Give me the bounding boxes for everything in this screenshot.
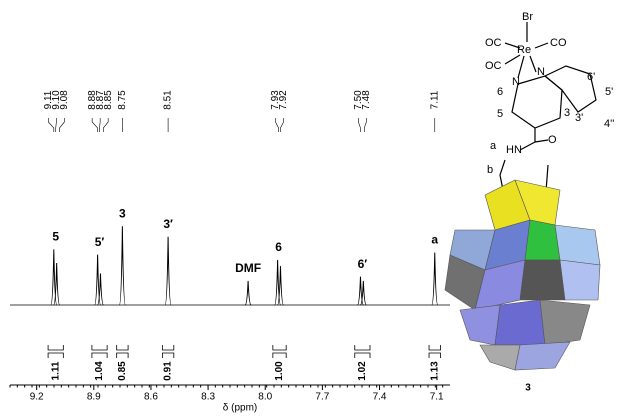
integral-label: 1.11 — [50, 361, 61, 380]
atom: Re — [517, 44, 531, 56]
atom: O — [548, 134, 557, 146]
shift-leader — [48, 118, 53, 132]
position: 6 — [497, 86, 503, 98]
page: δ (ppm) Br OC Re CO OC N N O HN 6' 5' 6 … — [0, 0, 620, 417]
atom: N — [537, 66, 545, 78]
shift-leader — [60, 118, 65, 132]
integral-bracket — [92, 345, 107, 358]
integral-label: 1.00 — [274, 361, 285, 381]
shift-label: 8.51 — [163, 90, 174, 110]
integral-label: 1.13 — [429, 361, 440, 381]
shift-leader — [280, 118, 283, 132]
peak — [119, 226, 125, 305]
shift-leader — [364, 118, 366, 132]
integral-bracket — [162, 345, 173, 358]
shift-leader — [103, 118, 108, 132]
integral-bracket — [273, 345, 286, 358]
x-tick-label: 9.2 — [30, 392, 44, 403]
peak-label: 3′ — [163, 217, 173, 231]
x-tick-label: 7.1 — [430, 392, 444, 403]
atom: Br — [522, 11, 533, 23]
position: a — [490, 140, 497, 152]
atom: OC — [485, 37, 502, 49]
x-tick-label: 8.0 — [258, 392, 272, 403]
peak-label: 5 — [52, 230, 59, 244]
position: b — [487, 164, 493, 176]
x-tick-label: 7.7 — [315, 392, 329, 403]
integral-bracket — [429, 345, 440, 358]
shift-label: 8.85 — [103, 90, 114, 110]
peak-label: 5′ — [95, 235, 105, 249]
peak — [245, 281, 251, 305]
compound-label: 3 — [525, 383, 531, 394]
atom: HN — [506, 144, 522, 156]
peak-label: 6 — [275, 240, 282, 254]
integral-label: 0.85 — [117, 361, 128, 381]
atom: OC — [485, 60, 502, 72]
position: 5' — [605, 86, 613, 98]
shift-leader — [92, 118, 97, 132]
position: 6' — [587, 71, 595, 83]
shift-label: 7.11 — [429, 90, 440, 109]
position: 3' — [575, 112, 583, 124]
shift-label: 9.08 — [59, 90, 70, 110]
integral-bracket — [48, 345, 63, 358]
shift-leader — [276, 118, 279, 132]
position: 3 — [564, 107, 570, 119]
peak — [95, 255, 101, 305]
atom: N — [512, 76, 520, 88]
shift-leader — [358, 118, 360, 132]
x-tick-label: 7.4 — [373, 392, 387, 403]
x-axis-label: δ (ppm) — [223, 403, 257, 414]
peak-label: a — [431, 233, 438, 247]
structure: Br OC Re CO OC N N O HN 6' 5' 6 3' 5 3 4… — [445, 11, 614, 394]
integral-label: 1.04 — [94, 361, 105, 381]
integral-bracket — [355, 345, 370, 358]
peak-label: 3 — [119, 206, 126, 220]
shift-leader — [100, 118, 101, 132]
peak — [165, 237, 171, 305]
integral-label: 1.02 — [357, 361, 368, 381]
integral-bracket — [117, 345, 128, 358]
x-tick-label: 8.9 — [87, 392, 101, 403]
peak-label: DMF — [235, 261, 261, 275]
position: 4'' — [604, 118, 614, 130]
shift-label: 8.75 — [117, 90, 128, 110]
shift-label: 7.48 — [361, 90, 372, 110]
peak — [432, 253, 438, 306]
shift-label: 7.92 — [278, 90, 289, 110]
x-tick-label: 8.6 — [144, 392, 158, 403]
shift-leader — [56, 118, 57, 132]
integral-label: 0.91 — [163, 361, 174, 381]
atom: CO — [550, 37, 567, 49]
peak-label: 6′ — [358, 257, 368, 271]
x-tick-label: 8.3 — [201, 392, 215, 403]
position: 5 — [497, 108, 503, 120]
